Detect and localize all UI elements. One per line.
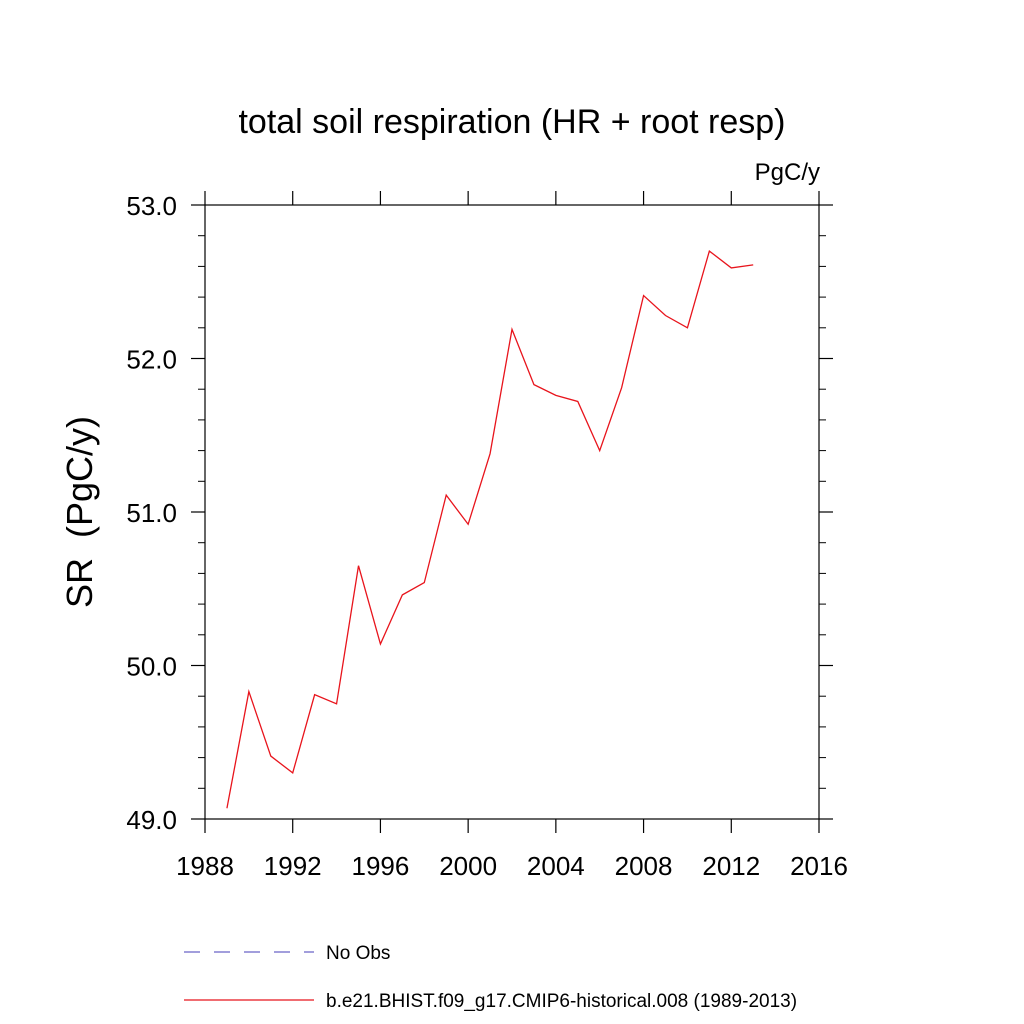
y-tick-label: 50.0 (126, 652, 177, 682)
x-tick-label: 2000 (439, 851, 497, 881)
axis-ticks (191, 191, 833, 833)
units-label: PgC/y (755, 159, 820, 186)
y-tick-label: 53.0 (126, 191, 177, 221)
plot-frame (204, 204, 820, 820)
x-tick-label: 2008 (615, 851, 673, 881)
y-axis-label: SR (PgC/y) (59, 416, 100, 608)
axis-tick-labels: 1988 1992 1996 2000 2004 2008 2012 2016 49.0 50.0… (126, 191, 848, 881)
chart-title: total soil respiration (HR + root resp) (238, 103, 785, 141)
x-tick-label: 2004 (527, 851, 585, 881)
x-tick-label: 1996 (352, 851, 410, 881)
series-line (226, 249, 754, 809)
series-layer (226, 249, 754, 809)
legend-label: No Obs (326, 943, 390, 964)
legend-label: b.e21.BHIST.f09_g17.CMIP6-historical.008… (326, 991, 797, 1012)
x-tick-label: 2012 (702, 851, 760, 881)
y-tick-label: 52.0 (126, 345, 177, 375)
x-tick-label: 1988 (176, 851, 234, 881)
x-tick-label: 2016 (790, 851, 848, 881)
x-tick-label: 1992 (264, 851, 322, 881)
y-tick-label: 51.0 (126, 498, 177, 528)
legend: No Obs b.e21.BHIST.f09_g17.CMIP6-historic… (184, 943, 797, 1012)
y-tick-label: 49.0 (126, 805, 177, 835)
